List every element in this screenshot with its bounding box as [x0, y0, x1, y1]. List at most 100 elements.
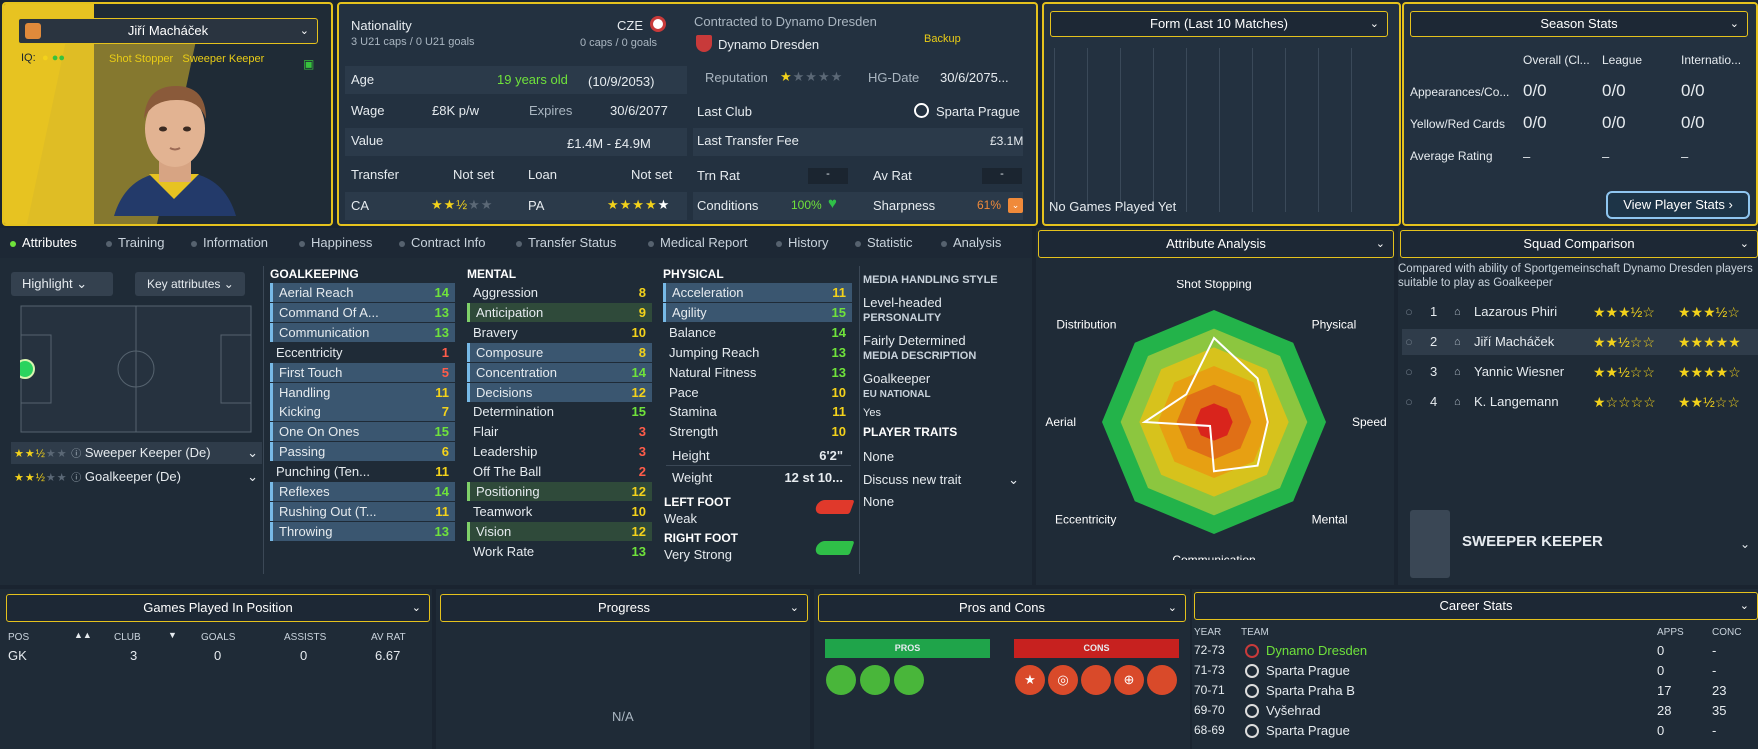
- tab-attributes[interactable]: Attributes: [10, 235, 77, 250]
- attribute-row[interactable]: Throwing 13: [270, 521, 455, 541]
- radar-player-shape: [1141, 336, 1269, 473]
- player-name-dropdown[interactable]: Jiří Macháček ⌄: [18, 18, 318, 44]
- attribute-row[interactable]: Teamwork 10: [467, 502, 652, 521]
- club-name[interactable]: Dynamo Dresden: [718, 37, 820, 52]
- info-icon[interactable]: ⓘ: [71, 449, 82, 460]
- attribute-row[interactable]: Flair 3: [467, 422, 652, 441]
- tab-medical-report[interactable]: Medical Report: [648, 235, 747, 250]
- analysis-dropdown[interactable]: Attribute Analysis ⌄: [1038, 230, 1394, 258]
- attribute-row[interactable]: First Touch 5: [270, 362, 455, 382]
- radio-icon[interactable]: ○: [1405, 304, 1413, 319]
- career-team[interactable]: Vyšehrad: [1266, 703, 1321, 718]
- attribute-value: 13: [434, 324, 449, 340]
- career-team[interactable]: Sparta Prague: [1266, 723, 1350, 738]
- season-dropdown[interactable]: Season Stats ⌄: [1410, 11, 1748, 37]
- attribute-row[interactable]: Composure 8: [467, 342, 652, 362]
- tab-happiness[interactable]: Happiness: [299, 235, 372, 250]
- attribute-row[interactable]: Pace 10: [663, 383, 852, 402]
- proscons-dropdown[interactable]: Pros and Cons ⌄: [818, 594, 1186, 622]
- clipboard-icon[interactable]: ▣: [303, 57, 315, 71]
- sort-icon[interactable]: ▲▲: [74, 630, 92, 640]
- right-foot-label: RIGHT FOOT: [664, 531, 738, 545]
- discuss-trait-dropdown[interactable]: Discuss new trait ⌄: [863, 470, 1023, 490]
- con-document-icon[interactable]: [1081, 665, 1111, 695]
- pro-agility-icon[interactable]: [826, 665, 856, 695]
- attribute-row[interactable]: Eccentricity 1: [270, 343, 455, 362]
- tab-training[interactable]: Training: [106, 235, 164, 250]
- games-col-goals: GOALS: [201, 632, 236, 643]
- attribute-row[interactable]: Concentration 14: [467, 362, 652, 382]
- attribute-row[interactable]: Aggression 8: [467, 283, 652, 302]
- attribute-row[interactable]: Agility 15: [663, 302, 852, 322]
- attribute-row[interactable]: Determination 15: [467, 402, 652, 421]
- attribute-row[interactable]: Bravery 10: [467, 323, 652, 342]
- attribute-row[interactable]: Reflexes 14: [270, 482, 455, 501]
- tab-analysis[interactable]: Analysis: [941, 235, 1001, 250]
- attribute-row[interactable]: Passing 6: [270, 442, 455, 462]
- career-apps: 0: [1657, 643, 1665, 658]
- games-club: 3: [130, 648, 138, 663]
- info-icon[interactable]: ⓘ: [71, 473, 82, 484]
- attribute-row[interactable]: Balance 14: [663, 323, 852, 342]
- career-dropdown[interactable]: Career Stats ⌄: [1194, 592, 1758, 620]
- attribute-row[interactable]: Stamina 11: [663, 402, 852, 421]
- attribute-row[interactable]: Jumping Reach 13: [663, 343, 852, 362]
- attribute-row[interactable]: Rushing Out (T... 11: [270, 501, 455, 521]
- pro-trend-icon[interactable]: [860, 665, 890, 695]
- last-club-value[interactable]: Sparta Prague: [936, 104, 1020, 119]
- tab-transfer-status[interactable]: Transfer Status: [516, 235, 616, 250]
- radio-icon[interactable]: ○: [1405, 334, 1413, 349]
- key-attributes-dropdown[interactable]: Key attributes ⌄: [135, 272, 245, 296]
- attribute-row[interactable]: Work Rate 13: [467, 542, 652, 561]
- radio-icon[interactable]: ○: [1405, 394, 1413, 409]
- attribute-row[interactable]: Decisions 12: [467, 382, 652, 402]
- chevron-down-icon[interactable]: ⌄: [1740, 537, 1751, 551]
- role-row-sweeper[interactable]: ★★½★★ ⓘ Sweeper Keeper (De) ⌄: [11, 442, 262, 464]
- sort-icon[interactable]: ▼: [168, 630, 177, 640]
- squad-row[interactable]: ○ 2 ⌂ Jiří Macháček ★★½☆☆ ★★★★★: [1402, 329, 1758, 355]
- attribute-row[interactable]: Natural Fitness 13: [663, 363, 852, 382]
- squad-ca-stars: ★☆☆☆☆: [1593, 394, 1656, 410]
- attribute-row[interactable]: Communication 13: [270, 322, 455, 342]
- attribute-row[interactable]: Off The Ball 2: [467, 462, 652, 481]
- attribute-row[interactable]: Aerial Reach 14: [270, 283, 455, 302]
- con-star-icon[interactable]: ★: [1015, 665, 1045, 695]
- attribute-row[interactable]: Punching (Ten... 11: [270, 462, 455, 481]
- view-player-stats-button[interactable]: View Player Stats ›: [1606, 191, 1750, 219]
- attribute-value: 12: [631, 484, 646, 499]
- conditions-label: Conditions: [697, 198, 759, 213]
- squad-dropdown[interactable]: Squad Comparison ⌄: [1400, 230, 1758, 258]
- attribute-row[interactable]: Acceleration 11: [663, 283, 852, 302]
- season-col-league: League: [1602, 53, 1643, 67]
- attribute-row[interactable]: Vision 12: [467, 521, 652, 541]
- games-col-pos: POS: [8, 632, 30, 643]
- attribute-row[interactable]: Command Of A... 13: [270, 302, 455, 322]
- attribute-row[interactable]: Leadership 3: [467, 442, 652, 461]
- attribute-row[interactable]: One On Ones 15: [270, 422, 455, 442]
- con-crosshair-icon[interactable]: ⊕: [1114, 665, 1144, 695]
- tab-history[interactable]: History: [776, 235, 828, 250]
- attribute-row[interactable]: Strength 10: [663, 422, 852, 441]
- con-flask-icon[interactable]: [1147, 665, 1177, 695]
- career-team[interactable]: Sparta Prague: [1266, 663, 1350, 678]
- con-target-icon[interactable]: ◎: [1048, 665, 1078, 695]
- games-dropdown[interactable]: Games Played In Position ⌄: [6, 594, 430, 622]
- attribute-row[interactable]: Positioning 12: [467, 482, 652, 501]
- squad-row[interactable]: ○ 4 ⌂ K. Langemann ★☆☆☆☆ ★★½☆☆: [1402, 389, 1758, 415]
- attribute-row[interactable]: Kicking 7: [270, 402, 455, 422]
- tab-contract-info[interactable]: Contract Info: [399, 235, 485, 250]
- squad-row[interactable]: ○ 3 ⌂ Yannic Wiesner ★★½☆☆ ★★★★☆: [1402, 359, 1758, 385]
- role-row-goalkeeper[interactable]: ★★½★★ ⓘ Goalkeeper (De) ⌄: [11, 466, 262, 488]
- progress-dropdown[interactable]: Progress ⌄: [440, 594, 808, 622]
- attribute-row[interactable]: Anticipation 9: [467, 302, 652, 322]
- radio-icon[interactable]: ○: [1405, 364, 1413, 379]
- highlight-dropdown[interactable]: Highlight ⌄: [11, 272, 113, 296]
- tab-information[interactable]: Information: [191, 235, 268, 250]
- career-team[interactable]: Dynamo Dresden: [1266, 643, 1368, 658]
- squad-row[interactable]: ○ 1 ⌂ Lazarous Phiri ★★★½☆ ★★★½☆: [1402, 299, 1758, 325]
- career-team[interactable]: Sparta Praha B: [1266, 683, 1355, 698]
- attribute-row[interactable]: Handling 11: [270, 382, 455, 402]
- form-dropdown[interactable]: Form (Last 10 Matches) ⌄: [1050, 11, 1388, 37]
- pro-mental-icon[interactable]: [894, 665, 924, 695]
- tab-statistic[interactable]: Statistic: [855, 235, 913, 250]
